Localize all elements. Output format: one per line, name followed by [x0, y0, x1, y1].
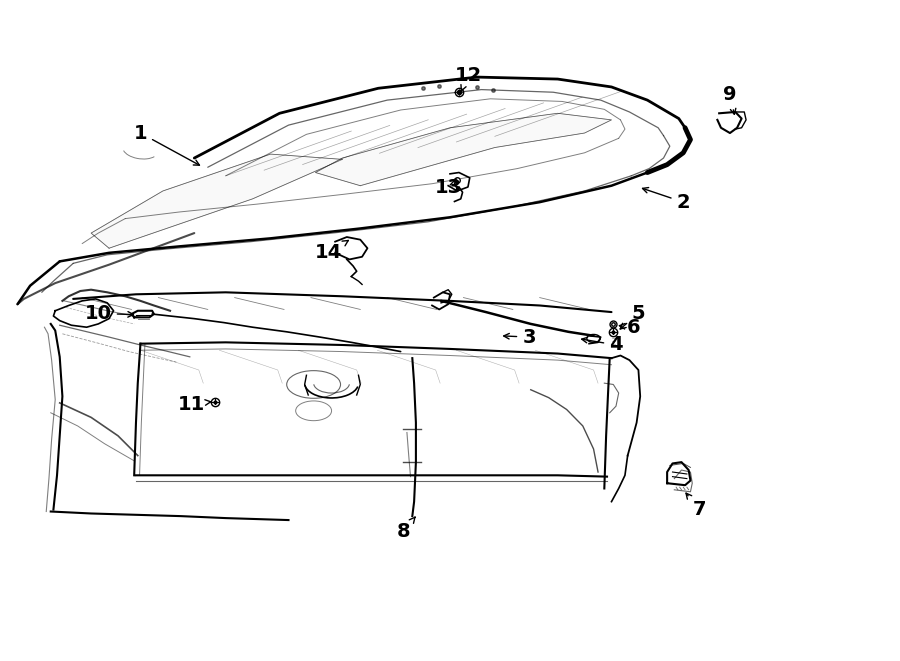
Text: 4: 4 — [581, 336, 623, 354]
Polygon shape — [91, 154, 342, 249]
Text: 3: 3 — [504, 328, 536, 346]
Text: 6: 6 — [619, 318, 641, 336]
Text: 7: 7 — [686, 493, 706, 519]
Text: 2: 2 — [643, 188, 690, 212]
Text: 12: 12 — [454, 65, 482, 91]
Text: 11: 11 — [178, 395, 212, 414]
Text: 5: 5 — [620, 304, 645, 329]
Text: 1: 1 — [133, 124, 200, 165]
Text: 10: 10 — [85, 304, 133, 323]
Text: 14: 14 — [315, 241, 348, 262]
Text: 9: 9 — [724, 85, 737, 114]
Polygon shape — [315, 113, 611, 186]
Text: 13: 13 — [435, 178, 462, 196]
Text: 8: 8 — [397, 517, 415, 541]
